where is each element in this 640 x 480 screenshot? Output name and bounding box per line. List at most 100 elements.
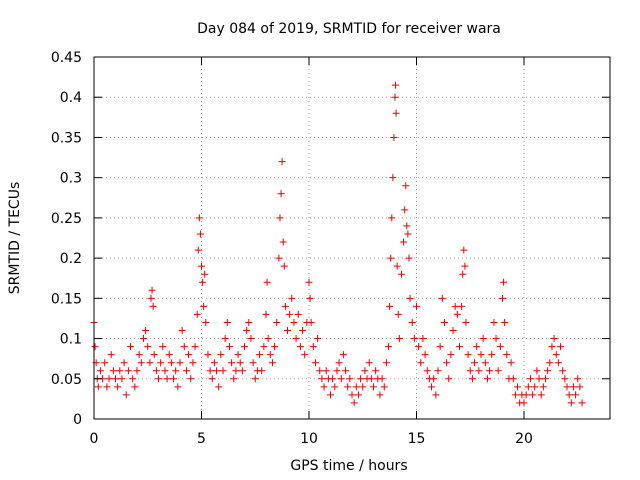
data-point — [118, 375, 126, 383]
data-point — [389, 174, 397, 182]
data-point — [352, 383, 360, 391]
data-point — [496, 343, 504, 351]
data-point — [473, 343, 481, 351]
data-point — [370, 383, 377, 391]
data-point — [196, 230, 204, 238]
data-point — [199, 278, 207, 286]
data-point — [215, 383, 223, 391]
data-point — [563, 383, 571, 391]
data-point — [386, 302, 394, 310]
data-point — [305, 278, 313, 286]
data-point — [402, 182, 410, 190]
plot-frame — [93, 56, 611, 420]
data-point — [195, 214, 203, 222]
data-point — [522, 391, 530, 399]
y-tick-label: 0 — [73, 412, 82, 428]
data-point — [372, 367, 380, 375]
data-point — [210, 359, 218, 367]
data-point — [544, 367, 552, 375]
x-tick-label: 20 — [515, 431, 533, 447]
data-point — [221, 335, 229, 343]
data-point — [408, 318, 416, 326]
data-point — [388, 214, 396, 222]
data-point — [365, 359, 373, 367]
data-point — [124, 367, 132, 375]
data-point — [294, 310, 302, 318]
data-point — [428, 383, 436, 391]
data-point — [174, 383, 182, 391]
data-point — [391, 93, 399, 101]
data-point — [503, 351, 511, 359]
x-axis-label: GPS time / hours — [290, 458, 407, 474]
data-point — [344, 383, 352, 391]
data-point — [148, 286, 156, 294]
y-tick-label: 0.15 — [51, 291, 82, 307]
data-point — [440, 318, 448, 326]
data-point — [122, 391, 130, 399]
data-point — [241, 343, 248, 351]
data-point — [318, 375, 326, 383]
data-point — [170, 375, 178, 383]
data-point — [392, 109, 400, 117]
data-point — [139, 335, 147, 343]
data-point — [380, 383, 388, 391]
data-point — [548, 343, 556, 351]
data-point — [193, 310, 201, 318]
data-point — [419, 335, 427, 343]
data-point — [167, 359, 175, 367]
y-tick-label: 0.35 — [51, 130, 82, 146]
data-point — [539, 383, 547, 391]
data-point — [277, 190, 285, 198]
data-point — [524, 383, 532, 391]
data-point — [94, 383, 102, 391]
data-point — [278, 158, 286, 166]
data-point — [275, 254, 283, 262]
data-point — [200, 302, 208, 310]
data-point — [284, 327, 291, 335]
data-point — [400, 238, 408, 246]
data-point — [394, 310, 402, 318]
data-point — [387, 254, 395, 262]
data-point — [507, 359, 515, 367]
data-point — [206, 367, 214, 375]
data-point — [333, 367, 341, 375]
y-tick-label: 0.1 — [60, 332, 82, 348]
data-point — [163, 375, 171, 383]
data-point — [152, 367, 160, 375]
data-point — [247, 335, 255, 343]
data-point — [342, 367, 350, 375]
data-point — [432, 391, 440, 399]
data-point — [415, 343, 423, 351]
data-point — [576, 383, 584, 391]
data-point — [331, 383, 339, 391]
data-point — [322, 367, 330, 375]
data-point — [382, 359, 390, 367]
data-point — [236, 359, 244, 367]
data-point — [292, 335, 300, 343]
data-point — [234, 351, 242, 359]
data-point — [404, 230, 412, 238]
y-tick-label: 0.45 — [51, 50, 82, 66]
data-point — [112, 375, 119, 383]
data-point — [213, 367, 221, 375]
data-point — [453, 310, 461, 318]
y-tick-label: 0.25 — [51, 211, 82, 227]
data-point — [159, 343, 167, 351]
data-point — [114, 383, 122, 391]
data-point — [238, 367, 246, 375]
data-point — [405, 254, 413, 262]
data-point — [509, 375, 517, 383]
data-point — [137, 359, 145, 367]
data-point — [413, 302, 420, 310]
data-point — [327, 391, 334, 399]
data-point — [202, 318, 210, 326]
data-point — [266, 351, 274, 359]
data-point — [569, 383, 577, 391]
data-point — [116, 367, 124, 375]
data-point — [230, 375, 238, 383]
data-point — [249, 359, 257, 367]
data-point — [449, 327, 457, 335]
data-point — [494, 367, 502, 375]
data-point — [142, 327, 150, 335]
data-point — [127, 343, 135, 351]
